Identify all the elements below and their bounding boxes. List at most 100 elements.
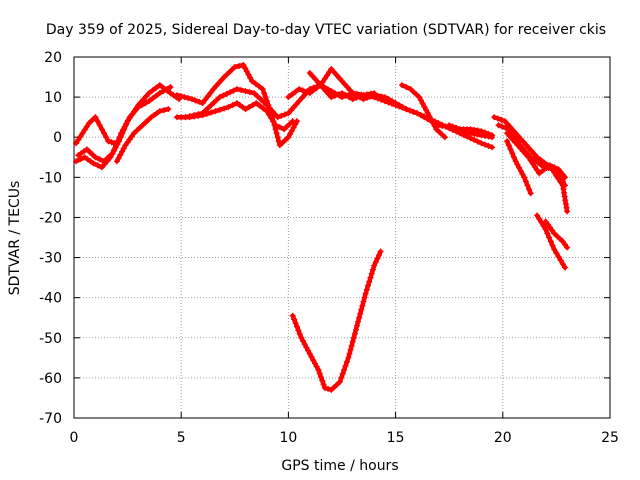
data-point [524, 182, 531, 189]
data-point [377, 248, 384, 255]
data-point [494, 115, 501, 122]
data-point [192, 97, 199, 104]
data-point [230, 87, 237, 94]
data-point [504, 121, 511, 128]
data-point [363, 286, 370, 293]
series-track-f [173, 62, 300, 149]
data-point [504, 138, 511, 145]
data-point [354, 90, 361, 97]
data-point [474, 138, 481, 145]
data-point [328, 386, 335, 393]
y-tick-label: -60 [39, 371, 62, 387]
data-point [75, 136, 82, 143]
data-point [116, 134, 123, 141]
data-point [86, 148, 93, 155]
data-point [101, 158, 108, 165]
data-point [467, 126, 474, 133]
data-point [512, 158, 519, 165]
data-point [561, 241, 568, 248]
data-point [416, 94, 423, 101]
data-point [295, 327, 302, 334]
data-point [389, 100, 396, 107]
data-point [499, 123, 506, 130]
data-point [464, 133, 471, 140]
data-point [540, 222, 547, 229]
data-point [549, 242, 556, 249]
data-point [342, 362, 349, 369]
data-point [367, 274, 374, 281]
data-point [348, 342, 355, 349]
data-point [362, 290, 369, 297]
data-point [146, 90, 153, 97]
data-point [561, 174, 568, 181]
data-point [316, 370, 323, 377]
data-point [544, 221, 551, 228]
data-point [160, 88, 167, 95]
data-point [335, 92, 342, 99]
data-point [126, 136, 133, 143]
data-point [290, 104, 297, 111]
data-point [94, 162, 101, 169]
data-point [336, 75, 343, 82]
data-point [305, 347, 312, 354]
data-point [149, 95, 156, 102]
x-tick-label: 10 [279, 430, 297, 446]
data-point [89, 117, 96, 124]
data-point [292, 88, 299, 95]
series-track-k [446, 122, 496, 139]
data-point [478, 128, 485, 135]
data-point [534, 167, 541, 174]
data-point [534, 159, 541, 166]
data-point [538, 219, 545, 226]
data-point [365, 282, 372, 289]
data-point [410, 108, 417, 115]
data-point [315, 366, 322, 373]
data-point [92, 114, 99, 121]
data-point [92, 154, 99, 161]
data-point [274, 114, 281, 121]
data-point [551, 230, 558, 237]
data-point [485, 130, 492, 137]
data-point [371, 94, 378, 101]
data-point [349, 96, 356, 103]
y-tick-label: 0 [53, 130, 62, 146]
data-point [199, 100, 206, 107]
data-point [441, 134, 448, 141]
data-point [293, 118, 300, 125]
data-point [491, 114, 498, 121]
data-point [122, 142, 129, 149]
data-point [372, 259, 379, 266]
data-point [103, 134, 110, 141]
data-point [256, 83, 263, 90]
x-tick-label: 25 [601, 430, 619, 446]
data-point [292, 320, 299, 327]
data-point [471, 136, 478, 143]
data-point [330, 69, 337, 76]
data-point [542, 218, 549, 225]
data-point [132, 107, 139, 114]
data-point [423, 106, 430, 113]
data-point [369, 266, 376, 273]
data-point [519, 171, 526, 178]
data-point [564, 244, 571, 251]
data-point [433, 126, 440, 133]
data-point [208, 102, 215, 109]
data-point [471, 126, 478, 133]
data-point [303, 88, 310, 95]
data-point [306, 90, 313, 97]
data-point [279, 139, 286, 146]
data-point [83, 123, 90, 130]
data-point [221, 105, 228, 112]
data-point [299, 337, 306, 344]
data-point [520, 148, 527, 155]
data-point [225, 104, 232, 111]
data-point [417, 97, 424, 104]
data-point [562, 200, 569, 207]
data-point [403, 84, 410, 91]
data-point [555, 253, 562, 260]
y-tick-label: -20 [39, 210, 62, 226]
data-point [165, 106, 172, 113]
data-point [358, 91, 365, 98]
data-point [292, 121, 299, 128]
data-point [560, 186, 567, 193]
